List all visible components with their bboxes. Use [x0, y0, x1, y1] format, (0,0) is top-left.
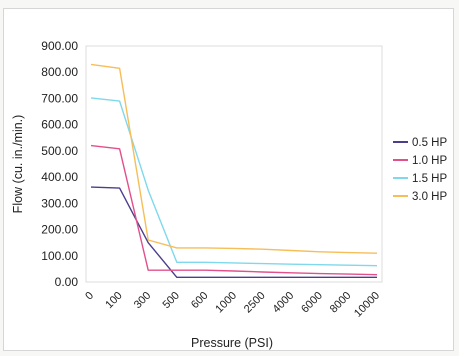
- x-tick-label: 100: [103, 290, 124, 311]
- legend-label: 1.5 HP: [412, 173, 447, 185]
- series-lines: [90, 63, 378, 278]
- y-tick-label: 0.00: [55, 275, 79, 289]
- y-tick-label: 900.00: [41, 39, 78, 53]
- y-tick-label: 300.00: [41, 196, 78, 210]
- x-tick-label: 0: [83, 290, 96, 303]
- plot-area: [85, 45, 383, 283]
- legend: 0.5 HP 1.0 HP 1.5 HP 3.0 HP: [393, 137, 447, 203]
- x-tick-label: 8000: [328, 290, 354, 316]
- series-line: [90, 63, 378, 254]
- series-line: [90, 186, 377, 278]
- x-axis-title: Pressure (PSI): [191, 336, 273, 350]
- y-axis-title: Flow (cu. in./min.): [11, 115, 25, 214]
- y-tick-label: 800.00: [41, 65, 78, 79]
- y-tick-label: 100.00: [41, 249, 78, 263]
- legend-label: 1.0 HP: [412, 155, 447, 167]
- series-line: [90, 144, 378, 276]
- y-tick-label: 400.00: [41, 170, 78, 184]
- x-tick-label: 600: [189, 290, 210, 311]
- x-tick-label: 500: [160, 290, 181, 311]
- x-tick-label: 6000: [299, 290, 325, 316]
- series-line: [90, 97, 378, 267]
- x-tick-label: 4000: [271, 290, 297, 316]
- legend-label: 3.0 HP: [412, 191, 447, 203]
- y-axis-ticks: 0.00 100.00 200.00 300.00 400.00 500.00 600.00…: [41, 39, 78, 289]
- y-tick-label: 700.00: [41, 91, 78, 105]
- x-tick-label: 300: [132, 290, 153, 311]
- legend-label: 0.5 HP: [412, 137, 447, 149]
- y-tick-label: 200.00: [41, 223, 78, 237]
- x-tick-label: 1000: [213, 290, 239, 316]
- y-tick-label: 500.00: [41, 144, 78, 158]
- x-tick-label: 10000: [352, 290, 382, 320]
- x-tick-label: 2500: [242, 290, 268, 316]
- y-tick-label: 600.00: [41, 118, 78, 132]
